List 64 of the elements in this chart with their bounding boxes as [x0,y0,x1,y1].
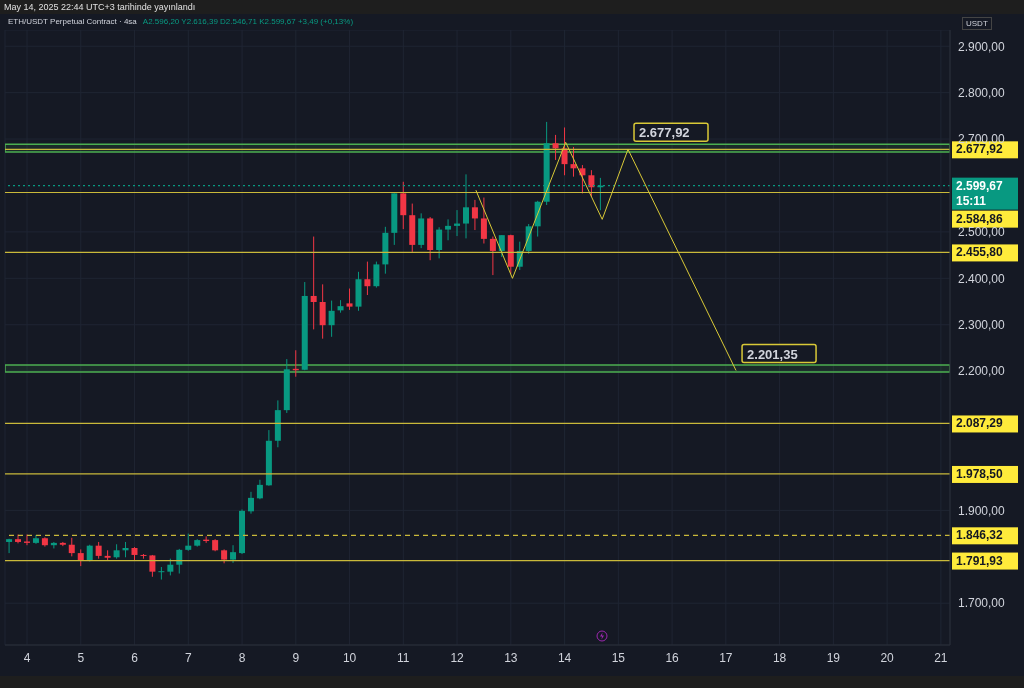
ref-line-label: 1.846,32 [956,528,1004,543]
y-axis-title: USDT [962,17,992,30]
y-tick-label: 2.800,00 [958,85,1006,100]
x-tick-label: 12 [450,650,465,665]
x-tick-label: 7 [184,650,192,665]
y-tick-label: 2.400,00 [958,271,1006,286]
ref-line-label: 2.087,29 [956,416,1004,431]
candlestick [552,134,559,161]
candlestick [436,226,443,259]
y-tick-label: 2.900,00 [958,39,1006,54]
x-tick-label: 4 [23,650,31,665]
candlestick [319,283,326,340]
candlestick [15,534,22,544]
x-tick-label: 10 [342,650,357,665]
candlestick [176,548,183,575]
y-tick-label: 2.500,00 [958,225,1006,240]
candlestick [68,537,75,557]
candlestick [561,126,568,176]
annotation: 2.201,35 [747,346,798,362]
line-series [475,141,737,372]
y-tick-label: 2.300,00 [958,318,1006,332]
chart-subtitle: A2.596,20 Y2.616,39 D2.546,71 K2.599,67 +3,49 (+0,13%) [142,17,354,26]
y-tick-label: 2.200,00 [958,364,1006,379]
ref-line-label: 1.978,50 [956,466,1004,481]
candlestick [489,236,496,276]
x-tick-label: 18 [772,650,787,665]
x-tick-label: 6 [131,650,139,665]
x-tick-label: 21 [934,650,948,665]
ref-line-label: 1.791,93 [956,553,1004,568]
candlestick [445,218,452,241]
x-tick-label: 13 [504,650,518,665]
candlestick [310,236,317,330]
candlestick [328,300,335,338]
candlestick [346,288,353,311]
x-tick-label: 9 [292,650,300,665]
text: May 14, 2025 22:44 UTC+3 tarihinde yayınlandı [4,2,196,12]
candlestick [256,479,263,500]
y-tick-label: 1.700,00 [958,596,1006,611]
x-tick-label: 5 [77,650,85,665]
candlestick [158,566,165,581]
candlestick [480,197,487,245]
candlestick [247,491,254,515]
candlestick [471,199,478,231]
x-tick-label: 16 [665,650,680,665]
chart-title: ETH/USDT Perpetual Contract · 4sa [8,17,137,26]
ref-line-label: 2.455,80 [956,245,1004,260]
candlestick [6,538,13,554]
y-tick-label: 1.900,00 [958,503,1006,518]
x-tick-label: 8 [238,650,246,665]
candlestick [400,181,407,230]
candlestick [373,261,380,289]
candlestick [230,544,237,564]
candlestick [588,169,595,198]
x-tick-label: 17 [719,650,733,665]
x-tick-label: 11 [397,650,410,665]
x-tick-label: 15 [611,650,626,665]
x-tick-label: 19 [826,650,841,665]
x-tick-label: 14 [557,650,572,665]
ref-line-label: 2.599,67 15:11 [956,178,1004,208]
candlestick [364,261,371,296]
annotation: 2.677,92 [639,125,690,141]
candlestick [23,534,30,546]
ref-line-label: 2.584,86 [956,211,1004,226]
x-tick-label: 20 [880,650,895,665]
